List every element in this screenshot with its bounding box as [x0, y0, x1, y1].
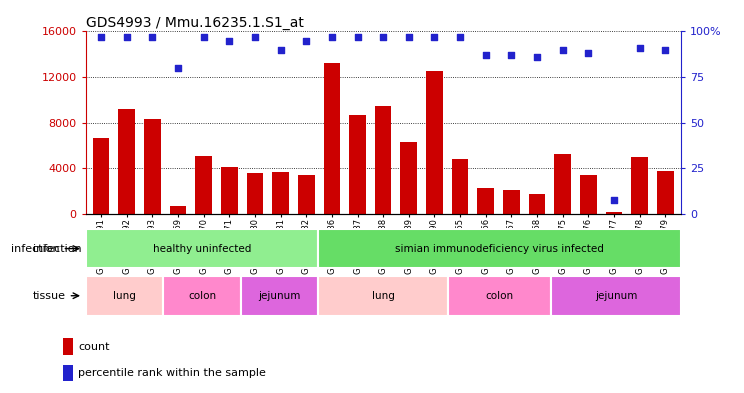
Text: colon: colon	[188, 291, 216, 301]
Bar	[63, 365, 73, 381]
Point	[531, 54, 543, 60]
Bar	[298, 175, 315, 214]
Point	[95, 34, 107, 40]
Bar	[400, 142, 417, 214]
Text: percentile rank within the sample: percentile rank within the sample	[78, 368, 266, 378]
Text: healthy uninfected: healthy uninfected	[153, 244, 251, 253]
Bar	[241, 276, 318, 316]
Bar	[529, 194, 545, 214]
Bar	[452, 160, 469, 214]
Bar	[318, 229, 681, 268]
Point	[505, 52, 517, 58]
Point	[608, 196, 620, 203]
Point	[634, 45, 646, 51]
Text: simian immunodeficiency virus infected: simian immunodeficiency virus infected	[395, 244, 604, 253]
Point	[198, 34, 210, 40]
Point	[659, 46, 671, 53]
Bar	[63, 338, 73, 355]
Point	[557, 46, 568, 53]
Bar	[580, 175, 597, 214]
Point	[223, 37, 235, 44]
Bar	[246, 173, 263, 214]
Point	[326, 34, 338, 40]
Bar	[632, 157, 648, 214]
Point	[249, 34, 261, 40]
Bar	[448, 276, 551, 316]
Bar	[606, 212, 623, 214]
Text: jejunum: jejunum	[258, 291, 301, 301]
Bar	[551, 276, 681, 316]
Text: infection: infection	[11, 244, 60, 253]
Bar	[170, 206, 186, 214]
Point	[301, 37, 312, 44]
Bar	[272, 172, 289, 214]
Bar	[86, 276, 163, 316]
Point	[454, 34, 466, 40]
Text: lung: lung	[113, 291, 136, 301]
Text: count: count	[78, 342, 109, 352]
Bar	[554, 154, 571, 214]
Text: tissue: tissue	[33, 291, 66, 301]
Text: GDS4993 / Mmu.16235.1.S1_at: GDS4993 / Mmu.16235.1.S1_at	[86, 17, 304, 30]
Point	[121, 34, 132, 40]
Bar	[349, 115, 366, 214]
Text: colon: colon	[486, 291, 513, 301]
Bar	[657, 171, 674, 214]
Point	[377, 34, 389, 40]
Point	[403, 34, 414, 40]
Point	[583, 50, 594, 57]
Text: lung: lung	[372, 291, 394, 301]
Bar	[144, 119, 161, 214]
Point	[172, 65, 184, 71]
Point	[352, 34, 364, 40]
Point	[147, 34, 158, 40]
Text: infection: infection	[33, 244, 82, 253]
Bar	[221, 167, 237, 214]
Point	[480, 52, 492, 58]
Bar	[318, 276, 448, 316]
Bar	[478, 188, 494, 214]
Bar	[86, 229, 318, 268]
Bar	[118, 109, 135, 214]
Bar	[195, 156, 212, 214]
Bar	[503, 190, 520, 214]
Bar	[324, 63, 340, 214]
Bar	[92, 138, 109, 214]
Text: jejunum: jejunum	[595, 291, 638, 301]
Point	[429, 34, 440, 40]
Point	[275, 46, 286, 53]
Bar	[426, 72, 443, 214]
Bar	[375, 106, 391, 214]
Bar	[163, 276, 241, 316]
